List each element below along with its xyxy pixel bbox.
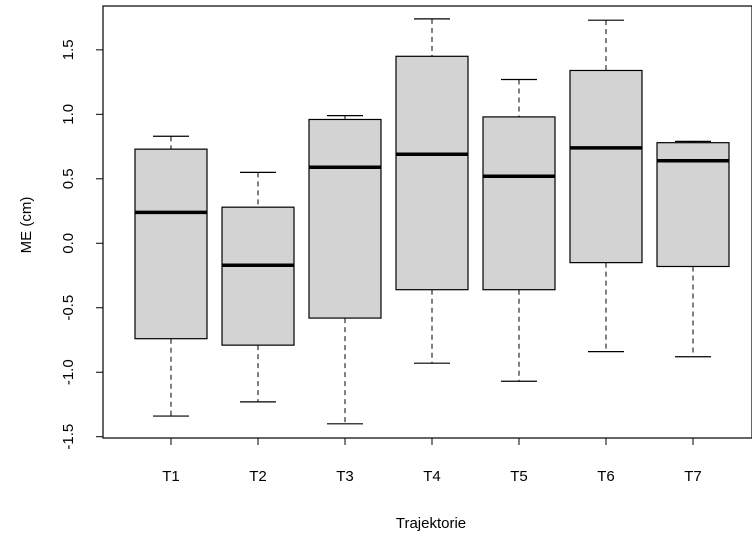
- y-tick-label: 0.5: [60, 168, 77, 189]
- x-tick-label: T3: [336, 468, 354, 485]
- box-t5: [482, 78, 556, 382]
- box-t6: [569, 19, 643, 353]
- iqr-box: [656, 142, 730, 268]
- y-tick-label: 0.0: [60, 233, 77, 254]
- iqr-box: [482, 116, 556, 291]
- iqr-box: [221, 206, 295, 346]
- y-tick-label: -0.5: [60, 295, 77, 321]
- x-tick-label: T1: [162, 468, 180, 485]
- box-t3: [308, 115, 382, 425]
- x-tick-label: T6: [597, 468, 615, 485]
- iqr-box: [395, 55, 469, 291]
- x-tick-label: T4: [423, 468, 441, 485]
- iqr-box: [134, 148, 208, 340]
- iqr-box: [569, 69, 643, 264]
- plot-border: [102, 5, 752, 439]
- x-tick-label: T5: [510, 468, 528, 485]
- axes: -1.5 -1.0 -0.5 0.0 0.5 1.0 1.5 T1 T2 T3 T4 T5 T6 T7: [60, 5, 752, 485]
- y-axis-title: ME (cm): [18, 197, 35, 254]
- iqr-box: [308, 118, 382, 319]
- y-tick-label: -1.5: [60, 424, 77, 450]
- box-t4: [395, 18, 469, 364]
- box-t2: [221, 171, 295, 403]
- box-t7: [656, 140, 730, 358]
- y-tick-label: 1.0: [60, 104, 77, 125]
- x-tick-label: T2: [249, 468, 267, 485]
- box-t1: [134, 135, 208, 417]
- boxes: [134, 18, 730, 425]
- x-tick-label: T7: [684, 468, 702, 485]
- y-tick-label: 1.5: [60, 39, 77, 60]
- x-axis-title: Trajektorie: [396, 515, 466, 532]
- y-tick-label: -1.0: [60, 359, 77, 385]
